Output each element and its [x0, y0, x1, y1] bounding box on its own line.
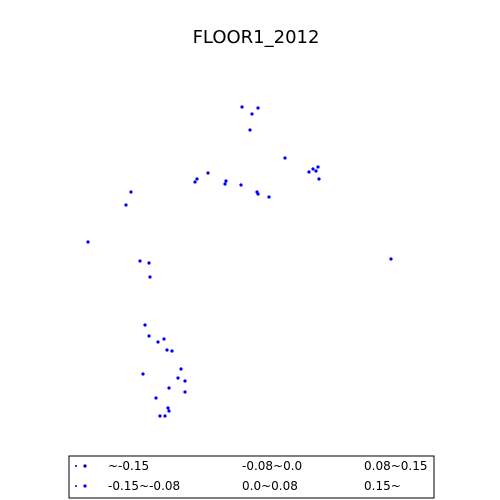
data-point-22 — [389, 257, 393, 261]
data-point-8 — [314, 169, 318, 173]
data-point-24 — [147, 261, 151, 265]
data-point-0 — [240, 105, 244, 109]
chart-title: FLOOR1_2012 — [193, 27, 320, 48]
legend-marker-0-0 — [75, 465, 77, 467]
legend-entry-0: ~-0.15 — [75, 459, 149, 473]
data-point-2 — [250, 112, 254, 116]
data-point-3 — [248, 128, 252, 132]
data-point-17 — [256, 192, 260, 196]
data-point-7 — [307, 170, 311, 174]
data-point-28 — [162, 337, 166, 341]
data-point-34 — [176, 376, 180, 380]
data-point-13 — [224, 179, 228, 183]
legend-entry-5: 0.15~ — [364, 479, 401, 493]
data-point-38 — [154, 396, 158, 400]
data-point-1 — [256, 106, 260, 110]
legend-entry-3: 0.0~0.08 — [242, 479, 298, 493]
data-point-32 — [179, 367, 183, 371]
data-point-9 — [317, 177, 321, 181]
legend-label-2: -0.08~0.0 — [242, 459, 302, 473]
legend-entry-1: -0.15~-0.08 — [75, 479, 180, 493]
legend-marker-0-1 — [83, 464, 87, 468]
data-point-12 — [193, 180, 197, 184]
data-points — [86, 105, 393, 418]
data-point-25 — [148, 275, 152, 279]
legend-entry-4: 0.08~0.15 — [364, 459, 428, 473]
legend-box — [68, 455, 435, 499]
legend-marker-1-1 — [83, 484, 87, 488]
data-point-14 — [223, 182, 227, 186]
data-point-31 — [170, 349, 174, 353]
legend-label-3: 0.0~0.08 — [242, 479, 298, 493]
data-point-6 — [311, 167, 315, 171]
data-point-27 — [147, 334, 151, 338]
data-point-11 — [195, 177, 199, 181]
data-point-10 — [206, 171, 210, 175]
data-point-20 — [124, 203, 128, 207]
data-point-26 — [143, 323, 147, 327]
data-point-40 — [167, 409, 171, 413]
legend-label-1: -0.15~-0.08 — [108, 479, 180, 493]
data-point-21 — [86, 240, 90, 244]
data-point-29 — [156, 340, 160, 344]
legend-label-4: 0.08~0.15 — [364, 459, 428, 473]
legend: ~-0.15 -0.15~-0.08 -0.08~0.0 0.0~0.08 0.08~0… — [68, 455, 435, 499]
data-point-15 — [239, 183, 243, 187]
data-point-23 — [138, 259, 142, 263]
legend-marker-1-0 — [75, 485, 77, 487]
data-point-5 — [316, 165, 320, 169]
legend-entry-2: -0.08~0.0 — [242, 459, 302, 473]
data-point-30 — [165, 348, 169, 352]
data-point-35 — [183, 379, 187, 383]
data-point-33 — [141, 372, 145, 376]
data-point-42 — [163, 414, 167, 418]
legend-label-0: ~-0.15 — [108, 459, 149, 473]
legend-label-5: 0.15~ — [364, 479, 401, 493]
data-point-36 — [167, 386, 171, 390]
data-point-39 — [166, 406, 170, 410]
data-point-41 — [158, 414, 162, 418]
data-point-37 — [183, 390, 187, 394]
data-point-4 — [283, 156, 287, 160]
data-point-19 — [129, 190, 133, 194]
data-point-18 — [267, 195, 271, 199]
